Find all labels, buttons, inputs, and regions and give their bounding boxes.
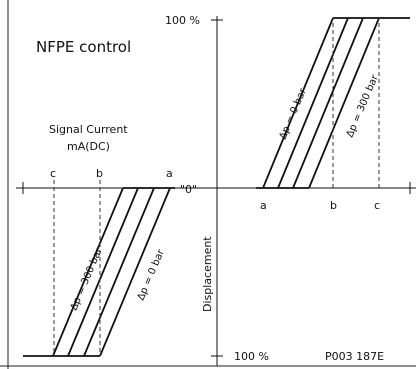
displacement-label: Displacement [201,236,214,312]
right-mark-b: b [330,199,337,212]
top-percent-label: 100 % [165,14,200,27]
lower-left-curves [23,187,175,357]
right-mark-a: a [260,199,267,212]
zero-label: "0" [180,183,197,196]
upper-right-curves [256,17,410,189]
left-mark-b: b [96,167,103,180]
bottom-percent-label: 100 % [234,350,269,363]
left-mark-a: a [166,167,173,180]
left-mark-c: c [50,167,56,180]
signal-current-label: Signal Current [49,123,128,136]
signal-current-unit: mA(DC) [67,140,110,153]
pressure-label-upper-dp300: Δp = 300 bar [345,73,382,140]
right-mark-c: c [374,199,380,212]
dashed-guides [53,18,380,356]
diagram-title: NFPE control [36,38,131,56]
pressure-label-upper-dp0: Δp = 0 bar [278,86,310,141]
axes [16,16,416,366]
reference-code: P003 187E [325,350,384,363]
pressure-label-lower-dp0: Δp = 0 bar [136,247,168,302]
